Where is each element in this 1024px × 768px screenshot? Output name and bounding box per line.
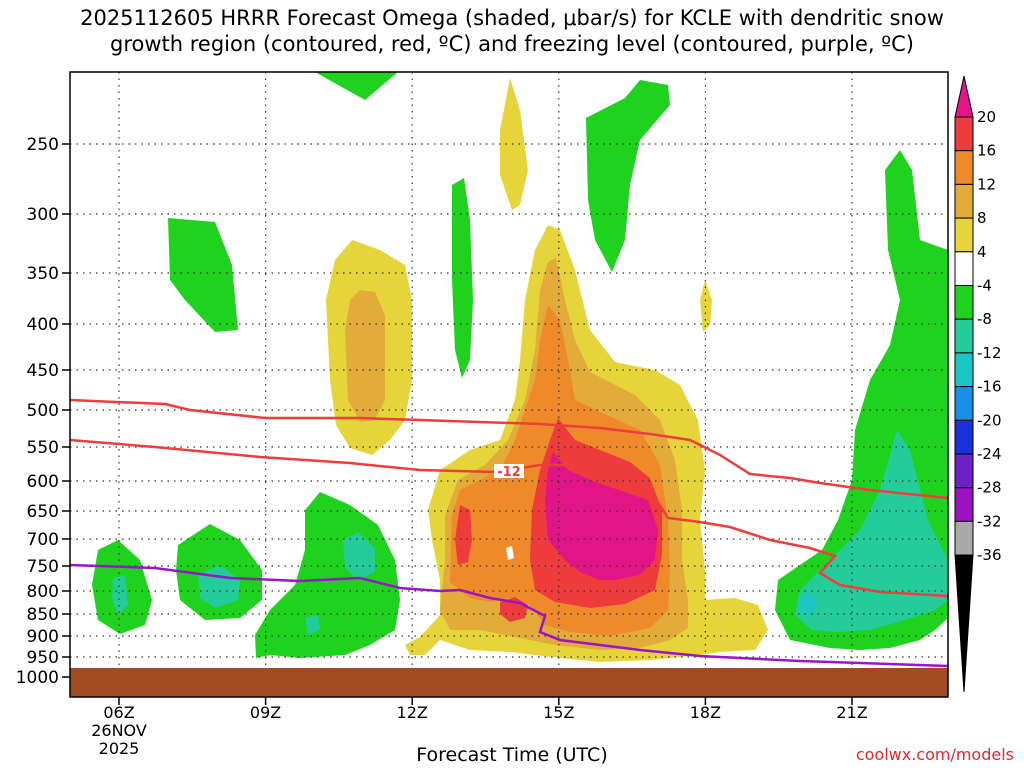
dgz-contour-label-bg: [494, 464, 524, 478]
contours: -12: [70, 398, 948, 668]
omega-region-teal: [305, 615, 320, 635]
colorbar-label: -16: [977, 378, 1002, 396]
y-tick-label: 950: [27, 648, 59, 668]
colorbar-label: -20: [977, 411, 1002, 429]
colorbar-label: 4: [977, 243, 987, 261]
y-tick-label: 250: [27, 135, 59, 155]
colorbar-segment: [954, 150, 974, 185]
colorbar-label: 12: [977, 175, 996, 193]
y-tick-label: 300: [27, 205, 59, 225]
omega-region-green: [315, 72, 398, 100]
colorbar-segment: [954, 217, 974, 253]
omega-region-yellow: [500, 78, 528, 210]
freezing-level-contour: [70, 563, 948, 668]
y-tick-label: 500: [27, 401, 59, 421]
colorbar-segment: [954, 116, 974, 152]
y-tick-label: 400: [27, 315, 59, 335]
x-tick-label: 18Z: [690, 703, 721, 722]
y-tick-label: 350: [27, 264, 59, 284]
colorbar-label: 16: [977, 142, 996, 160]
colorbar-label: -32: [977, 512, 1002, 530]
y-tick-label: 850: [27, 605, 59, 625]
plot-frame: [69, 71, 949, 698]
x-tick-year-label: 2025: [99, 739, 140, 758]
colorbar-label: -8: [977, 310, 992, 328]
x-tick-label: 09Z: [250, 703, 281, 722]
omega-region-cyan: [797, 593, 818, 614]
colorbar-segment: [954, 554, 974, 693]
y-tick-label: 800: [27, 582, 59, 602]
colorbar-label: -28: [977, 479, 1002, 497]
colorbar: 20 16 12 8 4 -4 -8 -12 -16 -20 -24 -28 -32 -36: [954, 75, 1002, 693]
omega-region-green: [168, 218, 238, 332]
y-tick-label: 750: [27, 557, 59, 577]
omega-region-green: [255, 492, 400, 658]
colorbar-segment: [954, 520, 974, 556]
omega-region-green: [586, 80, 670, 272]
colorbar-segment: [954, 453, 974, 489]
omega-region-white: [506, 546, 514, 560]
colorbar-label: -36: [977, 546, 1002, 564]
x-tick-label: 12Z: [397, 703, 428, 722]
x-tick-label: 21Z: [836, 703, 867, 722]
colorbar-label: 20: [977, 108, 996, 126]
colorbar-segment: [954, 386, 974, 421]
x-tick-label: 15Z: [543, 703, 574, 722]
colorbar-segment: [954, 285, 974, 320]
chart-title-line1: 2025112605 HRRR Forecast Omega (shaded, …: [80, 6, 944, 30]
omega-region-green: [452, 178, 473, 378]
colorbar-label: -12: [977, 344, 1002, 362]
y-tick-label: 650: [27, 502, 59, 522]
colorbar-segment: [954, 318, 974, 354]
y-tick-label: 900: [27, 627, 59, 647]
ground-surface: [70, 668, 948, 697]
y-tick-label: 700: [27, 530, 59, 550]
x-axis-label: Forecast Time (UTC): [416, 744, 608, 766]
gridlines: [70, 72, 948, 697]
omega-region-magenta: [545, 452, 658, 580]
x-tick-date-label: 26NOV: [91, 721, 147, 740]
y-axis: 2503003504004505005506006507007508008509…: [16, 135, 70, 688]
colorbar-segment: [954, 251, 974, 287]
omega-region-gold: [345, 290, 385, 422]
y-tick-label: 600: [27, 472, 59, 492]
colorbar-segment: [954, 183, 974, 219]
omega-region-red: [455, 505, 472, 565]
dgz-contour-lower: [70, 438, 948, 598]
colorbar-segment: [954, 487, 974, 522]
watermark: coolwx.com/models: [855, 745, 1014, 764]
omega-shading: [92, 72, 948, 662]
dgz-contour-label: -12: [497, 465, 521, 480]
colorbar-label: -24: [977, 445, 1002, 463]
omega-region-teal: [112, 575, 128, 615]
y-tick-label: 550: [27, 438, 59, 458]
y-tick-label: 450: [27, 361, 59, 381]
colorbar-segment: [954, 352, 974, 388]
colorbar-segment: [954, 75, 974, 118]
colorbar-label: -4: [977, 277, 992, 295]
omega-region-teal: [343, 532, 375, 580]
x-tick-label: 06Z: [103, 703, 134, 722]
colorbar-label: 8: [977, 209, 987, 227]
y-tick-label: 1000: [16, 668, 59, 688]
colorbar-segment: [954, 419, 974, 455]
chart-title-line2: growth region (contoured, red, ºC) and f…: [110, 32, 914, 56]
dgz-contour-upper: [70, 398, 948, 500]
